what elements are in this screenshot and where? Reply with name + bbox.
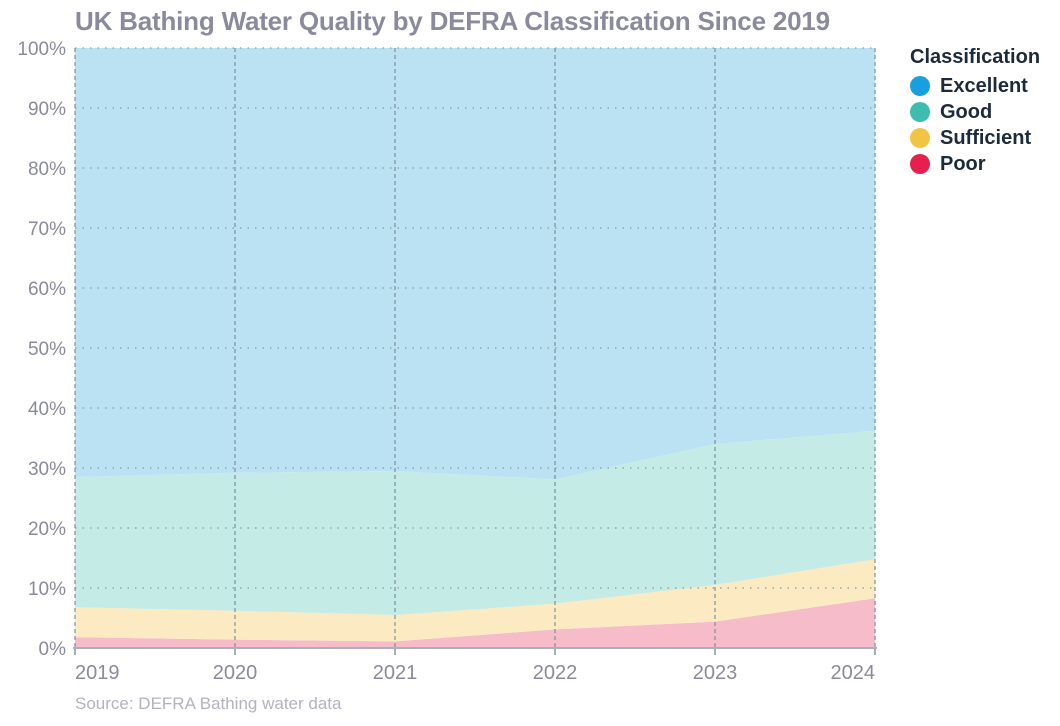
y-tick-label: 10%	[28, 579, 66, 600]
area-poor	[75, 598, 875, 648]
legend-label: Excellent	[940, 74, 1028, 97]
legend-item-sufficient[interactable]: Sufficient	[910, 125, 1040, 151]
x-tick-label: 2023	[693, 662, 738, 684]
legend-swatch-sufficient	[910, 128, 930, 148]
legend-item-good[interactable]: Good	[910, 99, 1040, 125]
legend-label: Poor	[940, 152, 986, 175]
chart-title: UK Bathing Water Quality by DEFRA Classi…	[75, 6, 830, 36]
y-tick-label: 100%	[17, 39, 66, 60]
legend-label: Sufficient	[940, 126, 1032, 149]
y-tick-label: 20%	[28, 519, 66, 540]
legend-swatch-excellent	[910, 76, 930, 96]
axes: 0% 10% 20% 30% 40% 50% 60% 70% 80% 90% 100% 2019 202…	[17, 39, 877, 684]
legend-title: Classification	[910, 46, 1041, 68]
y-tick-label: 50%	[28, 339, 66, 360]
area-sufficient	[75, 559, 875, 642]
y-tick-label: 80%	[28, 159, 66, 180]
gridlines	[74, 47, 876, 648]
legend-item-poor[interactable]: Poor	[910, 151, 1040, 177]
legend-swatch-poor	[910, 154, 930, 174]
y-tick-label: 40%	[28, 399, 66, 420]
x-tick-label: 2022	[533, 662, 578, 684]
x-tick-label: 2024	[831, 662, 876, 684]
y-tick-label: 30%	[28, 459, 66, 480]
legend-label: Good	[940, 100, 993, 123]
x-tick-label: 2019	[75, 662, 120, 684]
legend-swatch-good	[910, 102, 930, 122]
area-layers	[75, 48, 875, 648]
x-tick-label: 2020	[213, 662, 258, 684]
y-tick-label: 0%	[39, 639, 67, 660]
area-good	[75, 430, 875, 615]
x-tick-label: 2021	[373, 662, 418, 684]
area-excellent	[75, 48, 875, 480]
legend-item-excellent[interactable]: Excellent	[910, 73, 1040, 99]
source-note: Source: DEFRA Bathing water data	[75, 694, 342, 713]
y-tick-label: 60%	[28, 279, 66, 300]
y-tick-label: 90%	[28, 99, 66, 120]
y-tick-label: 70%	[28, 219, 66, 240]
legend: Classification Excellent Good Sufficient…	[910, 46, 1040, 177]
